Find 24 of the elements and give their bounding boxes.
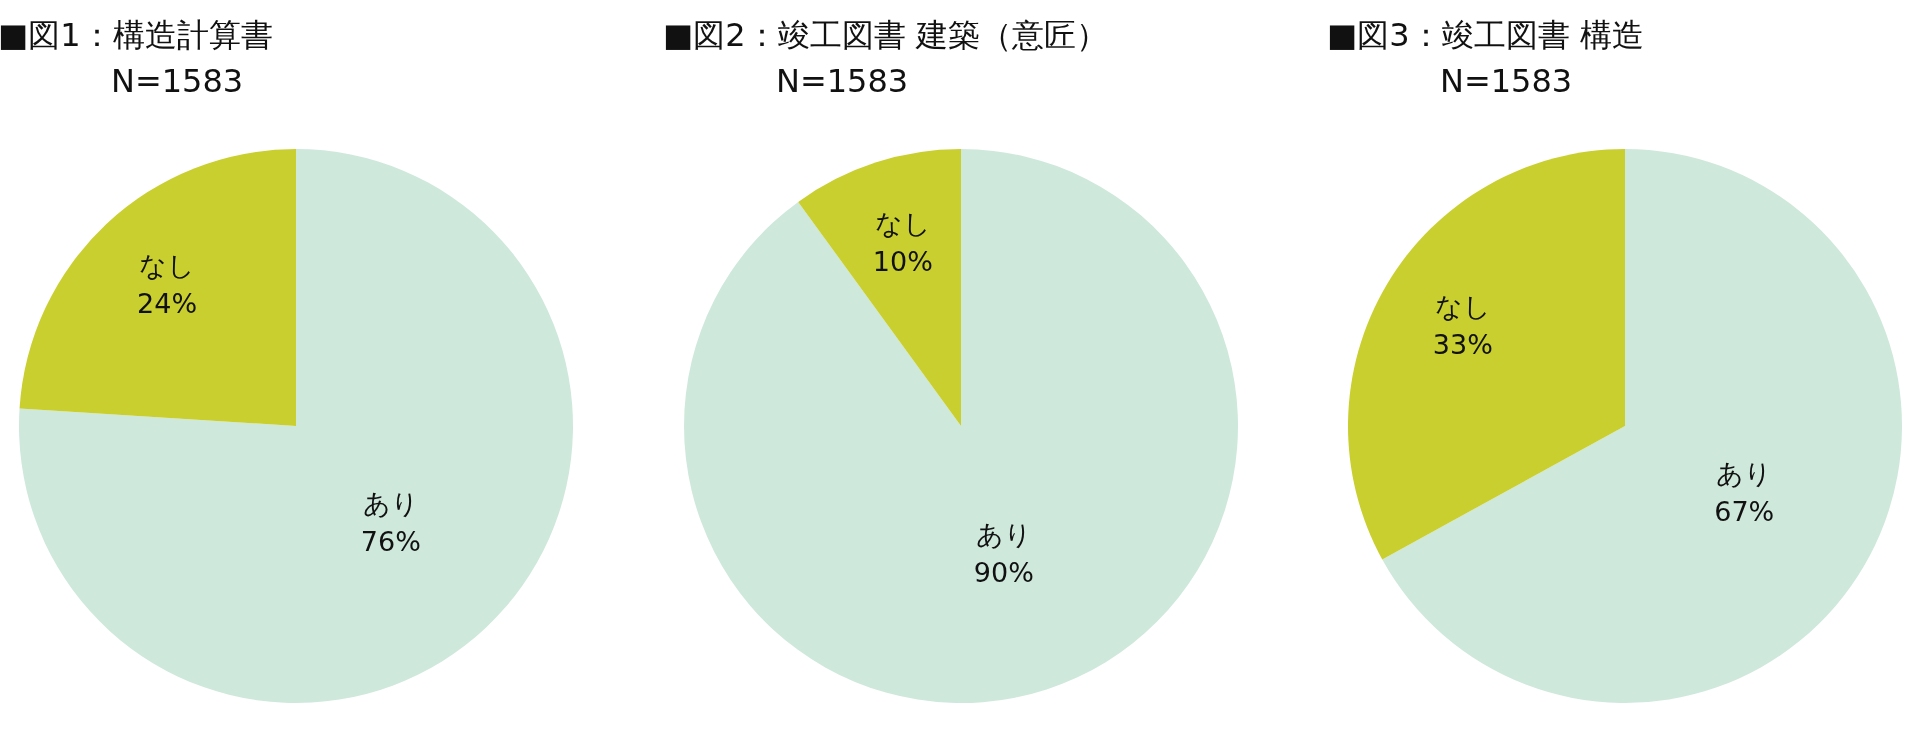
slice-label: あり [1716, 457, 1773, 489]
pie-slice [1348, 149, 1625, 560]
pie-slice [19, 149, 573, 703]
slice-label: なし [1434, 291, 1491, 323]
chart-title: ■図1：構造計算書 [0, 15, 273, 56]
slice-label: あり [975, 518, 1032, 550]
pie-slice [1382, 149, 1902, 703]
data-label: 24% [137, 287, 198, 319]
data-label: 76% [360, 525, 421, 557]
pie-slice [19, 149, 296, 426]
data-label: 90% [973, 556, 1034, 588]
chart-title: ■図2：竣工図書 建築（意匠） [663, 15, 1108, 56]
chart-subtitle: N=1583 [776, 62, 909, 100]
pie-slice [684, 149, 1238, 703]
data-label: 10% [872, 245, 933, 277]
slice-label: あり [362, 487, 419, 519]
chart-subtitle: N=1583 [1440, 62, 1573, 100]
chart-subtitle: N=1583 [111, 62, 244, 100]
pie-slice [798, 149, 961, 426]
data-label: 67% [1714, 495, 1775, 527]
data-label: 33% [1432, 329, 1493, 361]
chart-title: ■図3：竣工図書 構造 [1327, 15, 1644, 56]
slice-label: なし [139, 249, 196, 281]
slice-label: なし [874, 207, 931, 239]
